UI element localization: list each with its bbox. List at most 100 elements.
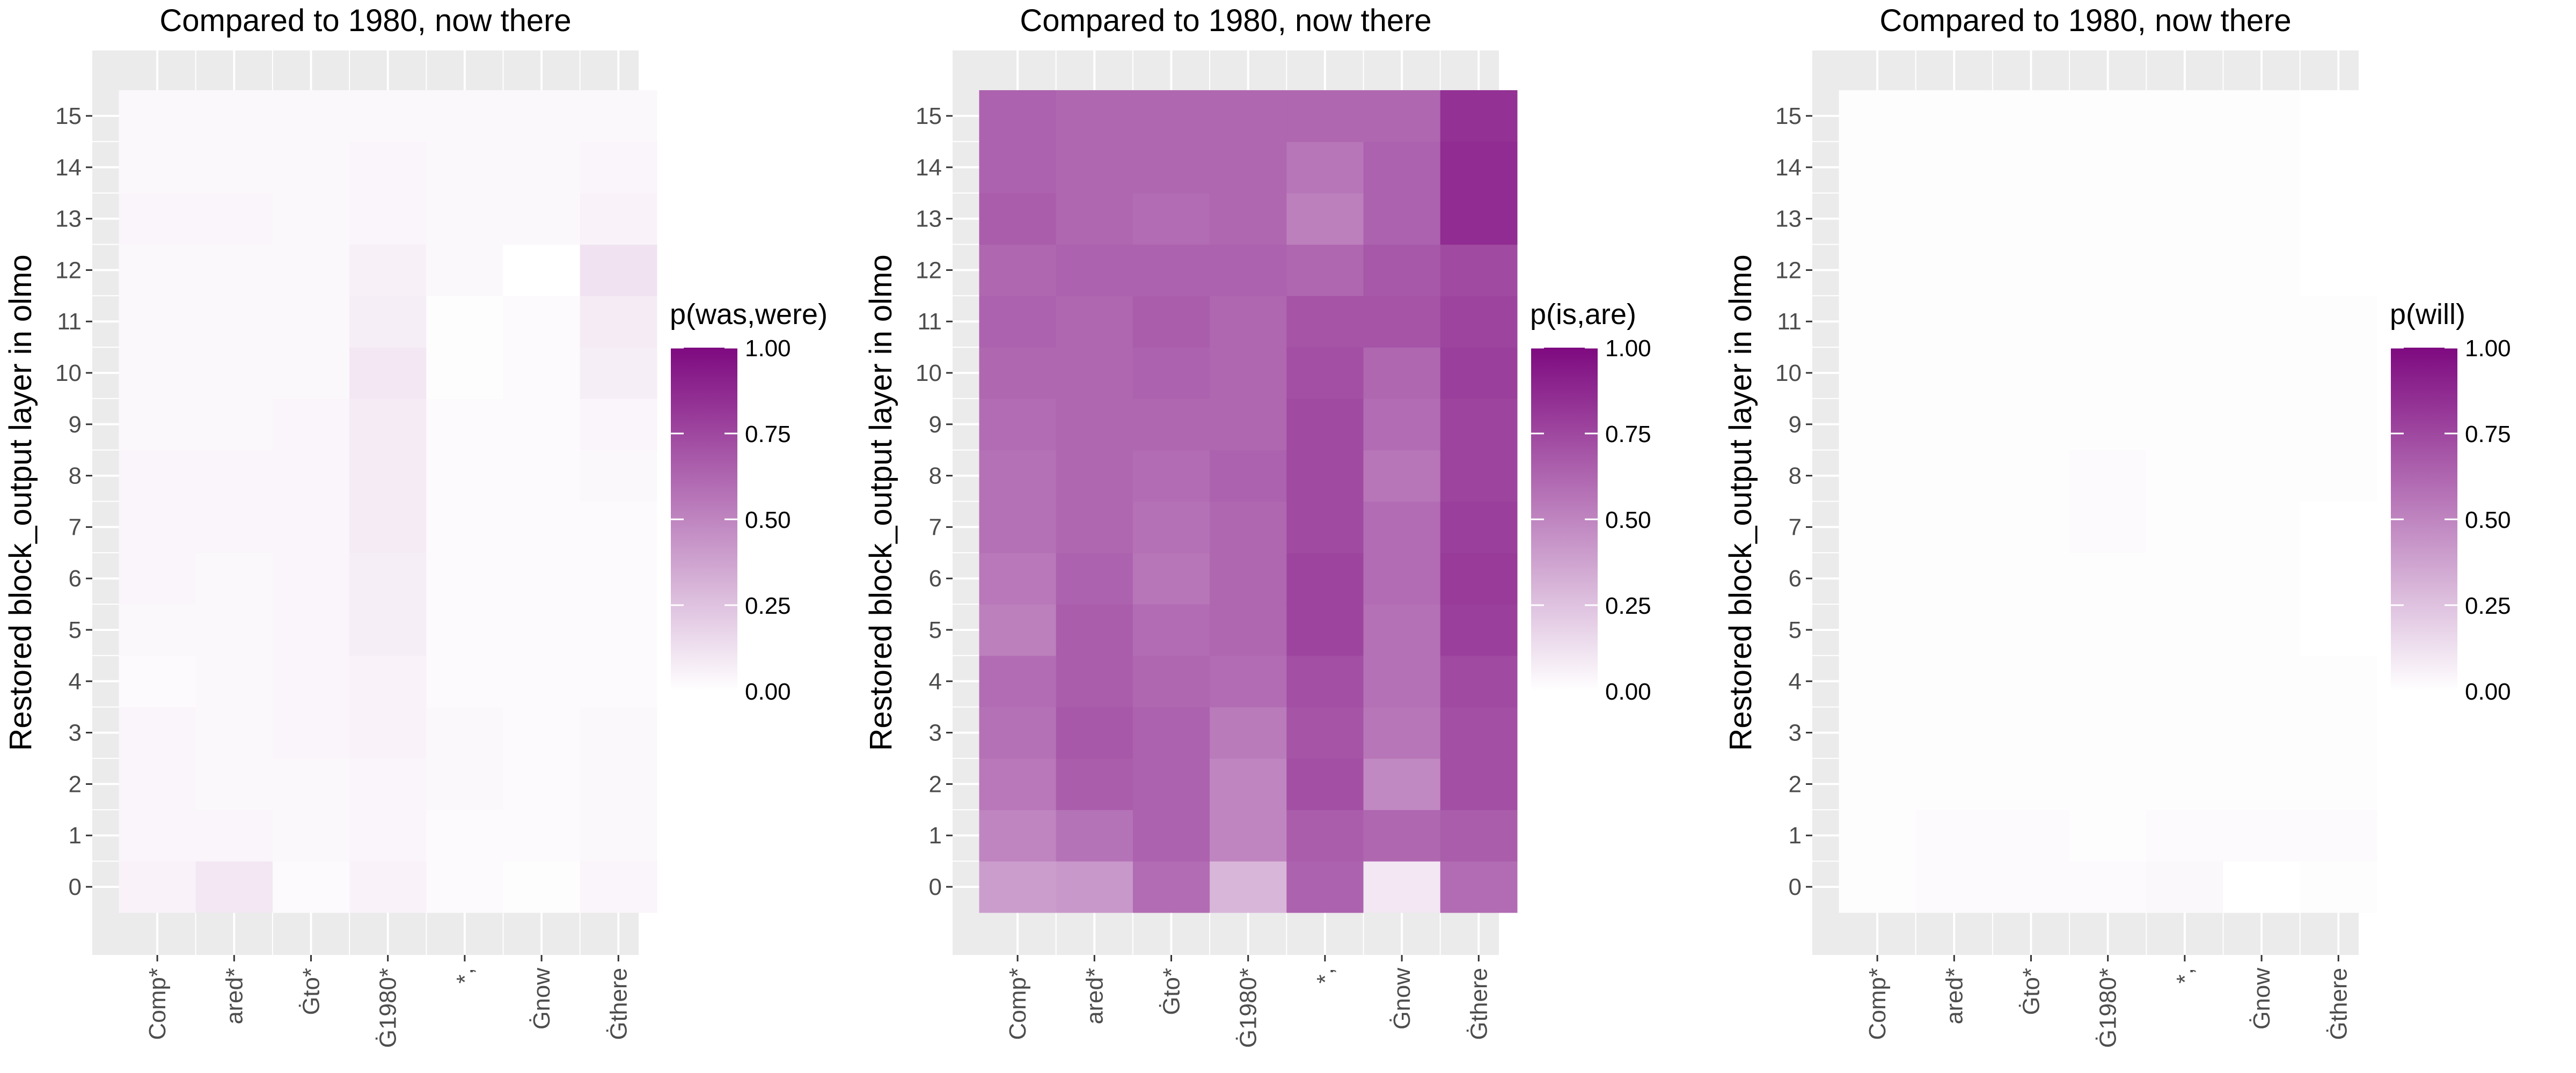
heatmap-cell [426,604,504,656]
heatmap-cell [1915,141,1993,194]
heatmap-cell [1056,141,1133,194]
heatmap-cell [2300,758,2377,810]
heatmap-cell [1915,553,1993,605]
heatmap-cell [1440,758,1518,810]
heatmap-cell [503,244,581,296]
heatmap-cell [1132,141,1210,194]
heatmap-cell [503,655,581,708]
heatmap-cell [1056,861,1133,913]
heatmap-cell [1915,758,1993,810]
heatmap-cell [1210,553,1287,605]
heatmap-cell [580,296,657,348]
heatmap-cell [426,553,504,605]
heatmap-cell [1286,244,1364,296]
heatmap-cell [1440,141,1518,194]
y-tick-label: 10 [55,360,82,386]
heatmap-cell [349,604,427,656]
heatmap-cell [979,90,1057,142]
heatmap-cell [2069,193,2147,245]
heatmap-cell [1056,707,1133,759]
legend-tick-label: 0.00 [1605,679,1651,705]
y-tick-label: 4 [69,668,82,695]
heatmap-cell [1839,861,1916,913]
y-tick-label: 10 [1775,360,1802,386]
heatmap-cell [2223,707,2301,759]
heatmap-cell [1440,553,1518,605]
heatmap-cell [426,655,504,708]
y-tick-label: 7 [929,514,942,540]
y-tick-label: 12 [55,257,82,283]
y-tick-label: 13 [1775,206,1802,232]
heatmap-cell [2146,296,2224,348]
heatmap-cell [1992,347,2070,399]
heatmap-cell [503,861,581,913]
heatmap-cell [119,244,196,296]
color-legend: p(was,were) 0.00 0.25 0.50 0.75 1.00 [670,298,828,705]
heatmap-cell [349,347,427,399]
heatmap-cell [195,655,273,708]
heatmap-cell [2300,450,2377,502]
heatmap-cell [272,296,350,348]
y-tick-label: 2 [929,771,942,797]
heatmap-cell [503,707,581,759]
heatmap-cell [1839,501,1916,553]
y-axis-label: Restored block_output layer in olmo [3,254,38,751]
heatmap-cell [580,90,657,142]
y-tick-label: 4 [1789,668,1802,695]
heatmap-cell [1210,244,1287,296]
heatmap-cell [1363,810,1441,862]
heatmap-cell [2069,707,2147,759]
heatmap-cell [119,296,196,348]
heatmap-cell [1440,604,1518,656]
heatmap-cell [1440,296,1518,348]
heatmap-cell [1056,553,1133,605]
y-tick-label: 0 [1789,874,1802,900]
heatmap-cell [979,193,1057,245]
heatmap-cell [1839,193,1916,245]
heatmap-cell [1056,193,1133,245]
x-tick-label: Ġthere [605,968,632,1040]
heatmap-cell [195,193,273,245]
heatmap-cell [1915,810,1993,862]
heatmap-cell [1132,707,1210,759]
heatmap-cell [1915,398,1993,451]
y-tick-label: 14 [55,155,82,181]
x-tick-label: Ġthere [1466,968,1492,1040]
heatmap-cell [195,244,273,296]
heatmap-tiles [119,90,657,913]
heatmap-cell [272,707,350,759]
heatmap-cell [1915,655,1993,708]
x-tick-label: *, [2172,968,2198,983]
heatmap-cell [2069,244,2147,296]
heatmap-cell [1440,244,1518,296]
heatmap-cell [1915,193,1993,245]
heatmap-cell [2146,141,2224,194]
y-tick-label: 11 [57,308,82,335]
heatmap-cell [1839,90,1916,142]
heatmap-cell [1363,296,1441,348]
heatmap-cell [2146,553,2224,605]
heatmap-cell [272,244,350,296]
heatmap-cell [2300,553,2377,605]
heatmap-cell [2146,193,2224,245]
heatmap-cell [1132,810,1210,862]
heatmap-cell [1992,141,2070,194]
heatmap-cell [1286,604,1364,656]
heatmap-cell [1363,193,1441,245]
heatmap-cell [2069,347,2147,399]
heatmap-cell [1440,193,1518,245]
x-tick-label: *, [452,968,478,983]
heatmap-cell [2069,501,2147,553]
heatmap-cell [272,553,350,605]
heatmap-cell [580,758,657,810]
heatmap-cell [1440,655,1518,708]
y-tick-label: 5 [929,617,942,643]
heatmap-cell [1440,450,1518,502]
heatmap-cell [979,347,1057,399]
heatmap-cell [1363,244,1441,296]
heatmap-cell [979,244,1057,296]
heatmap-cell [1992,244,2070,296]
heatmap-cell [1915,347,1993,399]
heatmap-cell [1992,398,2070,451]
heatmap-cell [349,398,427,451]
